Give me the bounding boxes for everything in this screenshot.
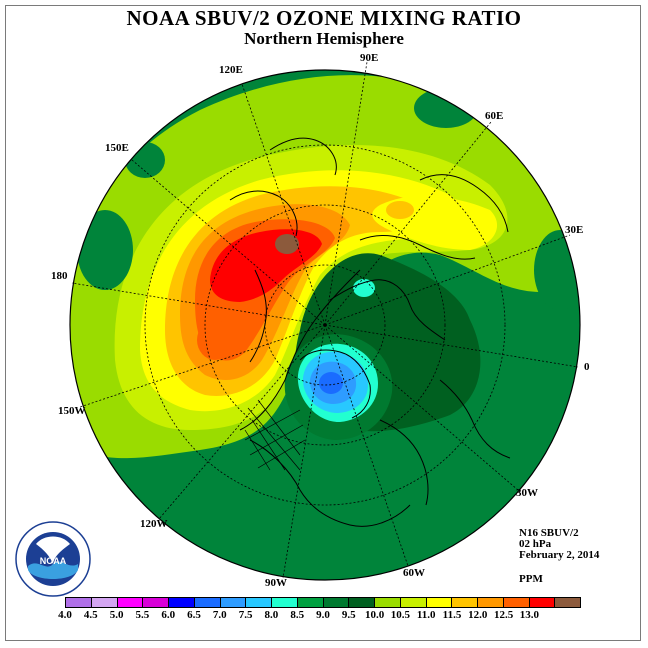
lon-label-150w: 150W <box>58 405 86 417</box>
logo-wordmark: NOAA <box>40 556 67 566</box>
lon-label-90e: 90E <box>360 52 378 64</box>
scale-tick-label: 4.0 <box>58 609 72 621</box>
scale-swatch <box>66 598 92 607</box>
scale-tick-label: 6.0 <box>161 609 176 621</box>
scale-swatch <box>246 598 272 607</box>
scale-swatch <box>323 598 350 607</box>
scale-swatch <box>194 598 221 607</box>
scale-swatch <box>143 598 169 607</box>
scale-swatch <box>503 598 530 607</box>
scale-tick-label: 9.5 <box>341 609 356 621</box>
lon-label-30e: 30E <box>565 224 583 236</box>
scale-swatch <box>555 598 580 607</box>
scale-tick-label: 13.0 <box>519 609 540 621</box>
scale-tick-label: 9.0 <box>316 609 330 621</box>
scale-swatch <box>349 598 375 607</box>
lon-label-30w: 30W <box>516 487 538 499</box>
instrument-label: N16 SBUV/2 <box>519 527 579 539</box>
scale-tick-label: 4.5 <box>83 609 98 621</box>
lon-label-0: 0 <box>584 361 590 373</box>
scale-tick-label: 8.0 <box>264 609 279 621</box>
noaa-logo: NOAA <box>15 521 91 597</box>
lon-label-120w: 120W <box>140 518 168 530</box>
scale-tick-label: 7.0 <box>212 609 227 621</box>
scale-tick-label: 5.0 <box>109 609 124 621</box>
scale-swatch <box>272 598 298 607</box>
scale-tick-label: 11.5 <box>442 609 462 621</box>
scale-swatch <box>400 598 427 607</box>
scale-tick-label: 8.5 <box>290 609 305 621</box>
scale-swatch <box>375 598 401 607</box>
scale-swatch <box>220 598 247 607</box>
scale-tick-label: 7.5 <box>238 609 253 621</box>
state-borders <box>244 399 306 471</box>
lon-label-180: 180 <box>51 270 68 282</box>
scale-tick-label: 12.0 <box>468 609 488 621</box>
scale-swatch <box>91 598 118 607</box>
date-label: February 2, 2014 <box>519 549 600 561</box>
scale-swatch <box>529 598 556 607</box>
scale-tick-label: 11.0 <box>416 609 436 621</box>
figure-frame <box>5 5 641 641</box>
lon-label-90w: 90W <box>265 577 287 589</box>
scale-tick-label: 5.5 <box>135 609 150 621</box>
scale-swatch <box>169 598 195 607</box>
color-scale-bar <box>65 597 581 608</box>
scale-swatch <box>478 598 504 607</box>
scale-tick-label: 10.0 <box>364 609 385 621</box>
graticule <box>71 61 579 579</box>
lon-label-60e: 60E <box>485 110 503 122</box>
scale-swatch <box>297 598 324 607</box>
lon-label-60w: 60W <box>403 567 425 579</box>
hemisphere-boundary <box>69 69 581 581</box>
scale-tick-label: 6.5 <box>187 609 201 621</box>
scale-tick-label: 12.5 <box>493 609 514 621</box>
longitude-labels: 90E 60E 30E 0 30W 60W 90W 120W 150W 180 … <box>51 52 590 589</box>
scale-swatch <box>452 598 478 607</box>
map-subtitle: Northern Hemisphere <box>244 29 404 48</box>
scale-swatch <box>426 598 453 607</box>
lon-label-120e: 120E <box>219 64 243 76</box>
scale-tick-label: 10.5 <box>390 609 411 621</box>
map-title: NOAA SBUV/2 OZONE MIXING RATIO <box>126 6 522 30</box>
units-label: PPM <box>519 573 543 585</box>
lon-label-150e: 150E <box>105 142 129 154</box>
coastlines <box>229 137 511 527</box>
scale-swatch <box>117 598 144 607</box>
pressure-level-label: 02 hPa <box>519 538 552 550</box>
